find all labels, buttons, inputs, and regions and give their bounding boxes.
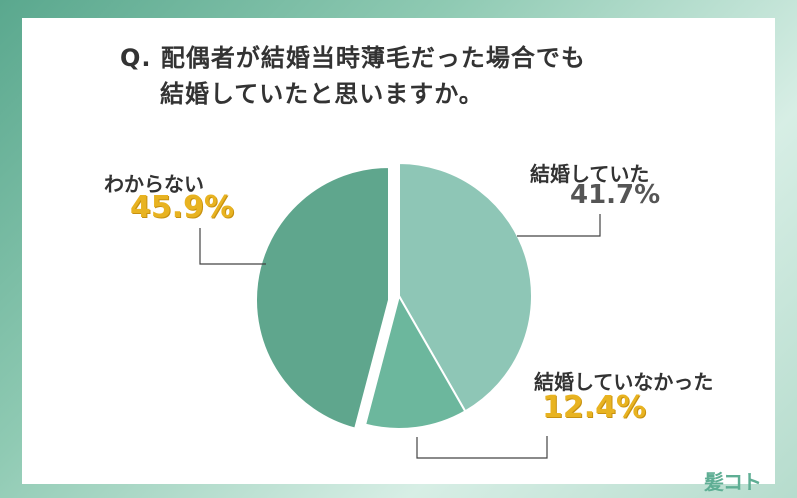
- value-wakaranai: 45.9%: [130, 190, 235, 225]
- label-kekkon-shiteita: 結婚していた: [530, 162, 650, 186]
- label-kekkon-shiteinakatta: 結婚していなかった: [534, 370, 714, 394]
- pie-chart: [199, 161, 601, 459]
- value-kekkon-shiteinakatta: 12.4%: [542, 390, 647, 425]
- leader-line-wakaranai: [199, 228, 266, 265]
- logo-kamikoto: 髪コト: [704, 470, 762, 494]
- value-kekkon-shiteita: 41.7%: [570, 180, 661, 210]
- slice-kekkon-shiteita: [398, 161, 533, 413]
- question-title-line1: Q. 配偶者が結婚当時薄毛だった場合でも: [120, 44, 586, 72]
- leader-line-kekkon-shiteita: [517, 214, 601, 237]
- leader-line-kekkon-shiteinakatta: [416, 436, 548, 459]
- slice-kekkon-shiteinakatta: [363, 293, 467, 430]
- slice-wakaranai: [255, 165, 390, 430]
- chart-card: Q. 配偶者が結婚当時薄毛だった場合でも 結婚していたと思いますか。 結婚してい…: [22, 18, 775, 494]
- label-wakaranai: わからない: [104, 172, 204, 196]
- question-title-line2: 結婚していたと思いますか。: [160, 80, 484, 108]
